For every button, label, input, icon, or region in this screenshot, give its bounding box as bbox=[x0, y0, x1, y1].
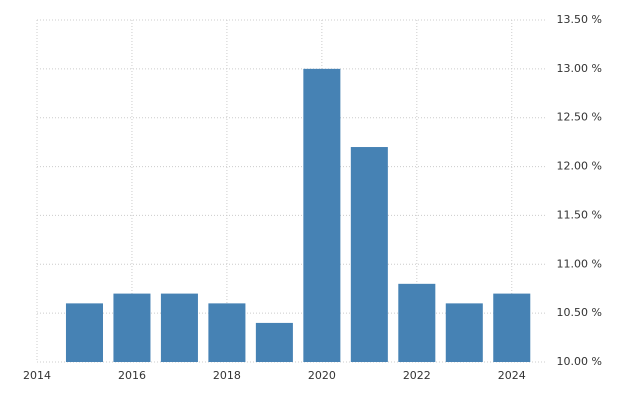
y-tick-label: 13.00 % bbox=[557, 62, 602, 75]
bar bbox=[303, 68, 341, 362]
x-tick-label: 2020 bbox=[308, 369, 336, 382]
bar bbox=[493, 293, 531, 362]
x-tick-label: 2024 bbox=[498, 369, 526, 382]
bar bbox=[208, 303, 246, 362]
x-tick-label: 2014 bbox=[23, 369, 51, 382]
x-tick-label: 2022 bbox=[403, 369, 431, 382]
bar bbox=[445, 303, 483, 362]
x-tick-label: 2016 bbox=[118, 369, 146, 382]
y-tick-label: 10.00 % bbox=[557, 355, 602, 368]
bar bbox=[113, 293, 151, 362]
bar bbox=[65, 303, 103, 362]
bar bbox=[255, 322, 293, 362]
x-tick-label: 2018 bbox=[213, 369, 241, 382]
bar bbox=[160, 293, 198, 362]
y-tick-label: 11.00 % bbox=[557, 257, 602, 270]
bar bbox=[398, 283, 436, 362]
y-tick-label: 13.50 % bbox=[557, 13, 602, 26]
y-tick-label: 12.50 % bbox=[557, 111, 602, 124]
bar bbox=[350, 147, 388, 362]
y-tick-label: 11.50 % bbox=[557, 208, 602, 221]
y-tick-label: 12.00 % bbox=[557, 160, 602, 173]
y-tick-label: 10.50 % bbox=[557, 306, 602, 319]
